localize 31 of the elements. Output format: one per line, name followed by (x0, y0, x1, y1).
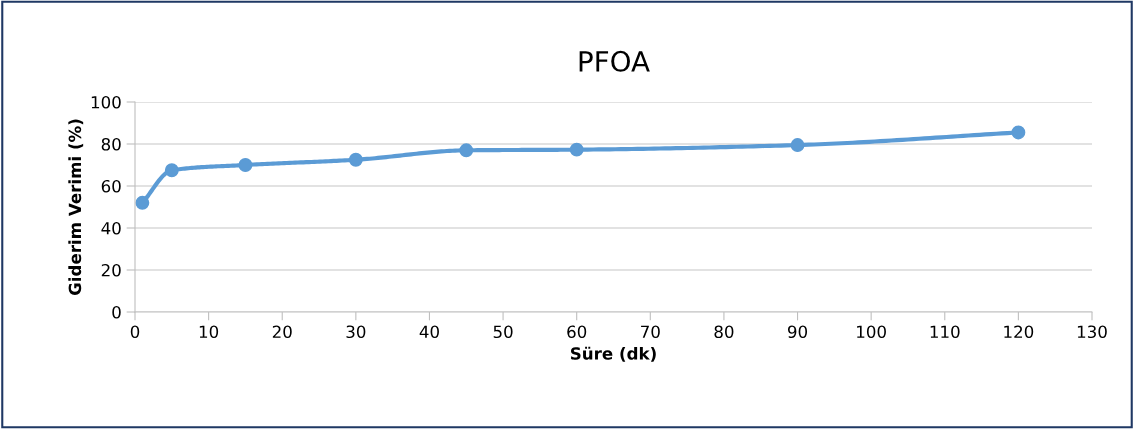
y-tick-label: 0 (112, 305, 121, 319)
x-tick-label: 0 (130, 325, 140, 339)
x-tick-label: 70 (641, 325, 660, 339)
point (164, 163, 179, 178)
point (569, 142, 584, 157)
y-tick-label: 100 (91, 95, 121, 109)
x-tick-label: 60 (567, 325, 587, 339)
y-tick-label: 20 (101, 263, 121, 277)
x-tick-label: 90 (787, 325, 808, 339)
point (348, 152, 363, 167)
x-tick-label: 110 (930, 325, 960, 339)
x-tick-label: 50 (493, 325, 513, 339)
x-tick-label: 100 (857, 325, 886, 339)
point (1011, 125, 1026, 140)
y-tick-label: 40 (101, 221, 121, 235)
point (459, 143, 474, 158)
x-tick-label: 40 (419, 325, 439, 339)
x-tick-label: 30 (346, 325, 366, 339)
y-tick-label: 60 (101, 179, 121, 193)
x-tick-label: 130 (1077, 325, 1107, 339)
x-tick-label: 10 (199, 325, 219, 339)
x-tick-label: 120 (1004, 325, 1034, 339)
chart-title: PFOA (579, 50, 650, 72)
x-tick-label: 20 (272, 325, 292, 339)
point (238, 158, 253, 172)
x-tick-label: 80 (714, 325, 734, 339)
y-axis-title: Giderim Verimi (%) (68, 119, 84, 296)
point (135, 195, 150, 210)
y-tick-label: 80 (101, 137, 121, 151)
x-axis-title: Süre (dk) (570, 346, 656, 362)
point (790, 138, 805, 152)
